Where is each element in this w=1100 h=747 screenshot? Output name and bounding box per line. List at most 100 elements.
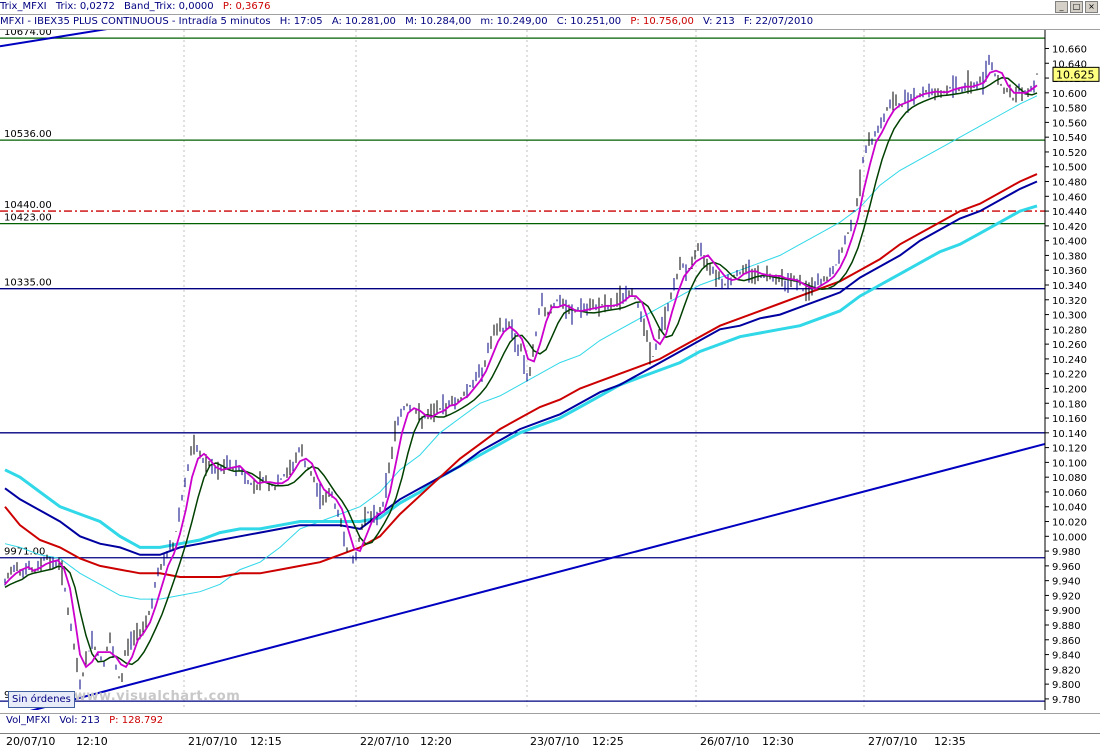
trix-value: Trix: 0,0272 xyxy=(55,1,115,12)
level-label: 10674.00 xyxy=(4,30,52,38)
axis-tick-label: 10.560 xyxy=(1052,118,1087,129)
axis-tick-label: 10.020 xyxy=(1052,518,1087,529)
current-price-box xyxy=(1052,66,1100,82)
info-p: P: 10.756,00 xyxy=(630,16,694,27)
vol-value: Vol: 213 xyxy=(59,715,100,726)
axis-tick-label: 10.360 xyxy=(1052,266,1087,277)
level-label: 9971.00 xyxy=(4,547,45,558)
axis-tick-label: 10.380 xyxy=(1052,251,1087,262)
info-m: M: 10.284,00 xyxy=(405,16,472,27)
symbol-title: MFXI - IBEX35 PLUS CONTINUOUS - Intradía… xyxy=(0,16,271,27)
price-chart[interactable]: 10674.00 10536.00 10440.00 10423.00 10335.00… xyxy=(0,30,1100,710)
close-button[interactable]: × xyxy=(1085,1,1098,13)
axis-tick-label: 9.800 xyxy=(1052,680,1081,691)
minimize-button[interactable]: _ xyxy=(1055,1,1068,13)
axis-tick-label: 10.080 xyxy=(1052,473,1087,484)
time-axis-label: 23/07/10 xyxy=(530,735,580,747)
vertical-grid xyxy=(183,30,865,710)
volume-indicator-strip: Vol_MFXI Vol: 213 P: 128.792 xyxy=(0,713,1100,728)
axis-tick-label: 10.580 xyxy=(1052,104,1087,115)
price-info-strip: MFXI - IBEX35 PLUS CONTINUOUS - Intradía… xyxy=(0,15,1100,30)
time-axis-label: 27/07/10 xyxy=(868,735,918,747)
moving-average-line xyxy=(4,173,1038,578)
axis-tick-label: 10.660 xyxy=(1052,44,1087,55)
axis-tick-label: 10.160 xyxy=(1052,414,1087,425)
time-axis-label: 12:25 xyxy=(592,735,624,747)
axis-tick-label: 10.640 xyxy=(1052,59,1087,70)
axis-tick-label: 9.980 xyxy=(1052,547,1081,558)
time-axis-label: 12:15 xyxy=(250,735,282,747)
level-label: 10335.00 xyxy=(4,278,52,289)
axis-tick-label: 9.900 xyxy=(1052,606,1081,617)
axis-tick-label: 9.880 xyxy=(1052,621,1081,632)
info-c: C: 10.251,00 xyxy=(556,16,622,27)
info-mn: m: 10.249,00 xyxy=(480,16,548,27)
trix-indicator-strip: Trix_MFXI Trix: 0,0272 Band_Trix: 0,0000… xyxy=(0,0,1100,15)
axis-tick-label: 10.120 xyxy=(1052,444,1087,455)
axis-tick-label: 10.060 xyxy=(1052,488,1087,499)
level-label: 10536.00 xyxy=(4,129,52,140)
price-series xyxy=(4,54,1038,690)
band-trix-value: Band_Trix: 0,0000 xyxy=(124,1,214,12)
axis-tick-label: 10.280 xyxy=(1052,325,1087,336)
info-h: H: 17:05 xyxy=(279,16,323,27)
axis-tick-label: 10.240 xyxy=(1052,355,1087,366)
time-axis-label: 12:10 xyxy=(76,735,108,747)
trend-line xyxy=(0,30,108,48)
info-a: A: 10.281,00 xyxy=(331,16,396,27)
watermark: www.visualchart.com xyxy=(74,689,241,704)
time-axis: 20/07/10 12:10 21/07/10 12:15 22/07/10 12:20 2… xyxy=(0,733,1100,747)
plot-area xyxy=(0,30,1045,710)
axis-tick-label: 10.400 xyxy=(1052,237,1087,248)
time-axis-label: 22/07/10 xyxy=(360,735,410,747)
axis-tick-label: 9.960 xyxy=(1052,562,1081,573)
axis-tick-label: 10.500 xyxy=(1052,163,1087,174)
axis-tick-label: 10.300 xyxy=(1052,311,1087,322)
time-axis-label: 12:35 xyxy=(934,735,966,747)
axis-tick-label: 9.860 xyxy=(1052,636,1081,647)
axis-tick-label: 10.000 xyxy=(1052,532,1087,543)
axis-tick-label: 10.140 xyxy=(1052,429,1087,440)
vol-p-value: P: 128.792 xyxy=(109,715,164,726)
time-axis-label: 26/07/10 xyxy=(700,735,750,747)
axis-tick-label: 9.780 xyxy=(1052,695,1081,706)
axis-tick-label: 9.840 xyxy=(1052,651,1081,662)
no-orders-button[interactable]: Sin órdenes xyxy=(8,691,75,708)
axis-tick-label: 10.100 xyxy=(1052,458,1087,469)
axis-tick-label: 10.440 xyxy=(1052,207,1087,218)
moving-average-line xyxy=(4,180,1038,556)
time-axis-label: 12:20 xyxy=(420,735,452,747)
moving-average-line xyxy=(4,95,1038,600)
trix-name: Trix_MFXI xyxy=(0,1,47,12)
current-price-label: 10.625 xyxy=(1056,68,1095,81)
level-label: 10423.00 xyxy=(4,213,52,224)
maximize-button[interactable]: □ xyxy=(1070,1,1083,13)
window-controls: _ □ × xyxy=(1055,1,1098,13)
vol-name: Vol_MFXI xyxy=(6,715,51,726)
axis-tick-label: 10.460 xyxy=(1052,192,1087,203)
info-v: V: 213 xyxy=(703,16,735,27)
time-axis-label: 12:30 xyxy=(762,735,794,747)
info-f: F: 22/07/2010 xyxy=(743,16,814,27)
axis-tick-label: 10.260 xyxy=(1052,340,1087,351)
axis-tick-label: 10.040 xyxy=(1052,503,1087,514)
axis-tick-label: 10.520 xyxy=(1052,148,1087,159)
trend-line xyxy=(29,442,1046,710)
axis-tick-label: 10.320 xyxy=(1052,296,1087,307)
trend-lines xyxy=(0,30,1046,710)
axis-background xyxy=(1045,30,1100,710)
axis-tick-label: 10.540 xyxy=(1052,133,1087,144)
trix-p-value: P: 0,3676 xyxy=(222,1,271,12)
axis-tick-label: 10.220 xyxy=(1052,370,1087,381)
axis-tick-label: 9.940 xyxy=(1052,577,1081,588)
fast-average-line xyxy=(4,69,1038,669)
time-axis-label: 20/07/10 xyxy=(6,735,56,747)
price-axis: 9.780 9.800 9.820 9.840 9.860 9.880 9.900 9.920… xyxy=(1044,30,1100,710)
axis-tick-label: 9.920 xyxy=(1052,591,1081,602)
time-axis-label: 21/07/10 xyxy=(188,735,238,747)
level-label: 10440.00 xyxy=(4,200,52,211)
axis-tick-label: 10.200 xyxy=(1052,384,1087,395)
axis-tick-label: 10.180 xyxy=(1052,399,1087,410)
axis-tick-label: 10.420 xyxy=(1052,222,1087,233)
